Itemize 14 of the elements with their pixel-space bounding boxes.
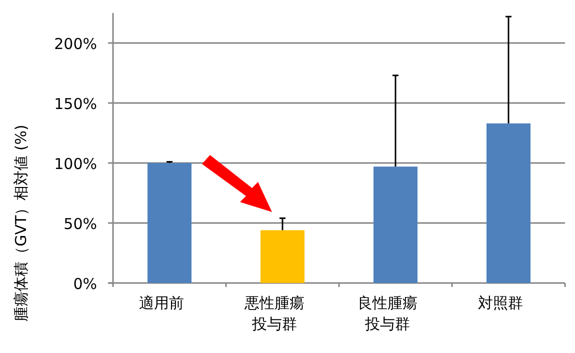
y-tick-label: 200% — [54, 35, 97, 53]
x-tick-label: 悪性腫瘍投与群 — [244, 294, 304, 333]
y-tick-label: 100% — [54, 155, 97, 173]
bar — [148, 163, 192, 283]
x-tick-label: 適用前 — [139, 294, 184, 312]
y-tick-label: 50% — [64, 215, 97, 233]
bar — [486, 123, 530, 283]
y-tick-label: 150% — [54, 95, 97, 113]
x-tick-label: 良性腫瘍投与群 — [358, 294, 418, 333]
y-axis-title: 腫瘍体積（GVT）相対値 (%) — [12, 124, 30, 322]
x-tick-label: 対照群 — [478, 294, 523, 312]
bar — [260, 230, 304, 283]
y-tick-label: 0% — [73, 275, 97, 293]
bar — [374, 166, 418, 283]
